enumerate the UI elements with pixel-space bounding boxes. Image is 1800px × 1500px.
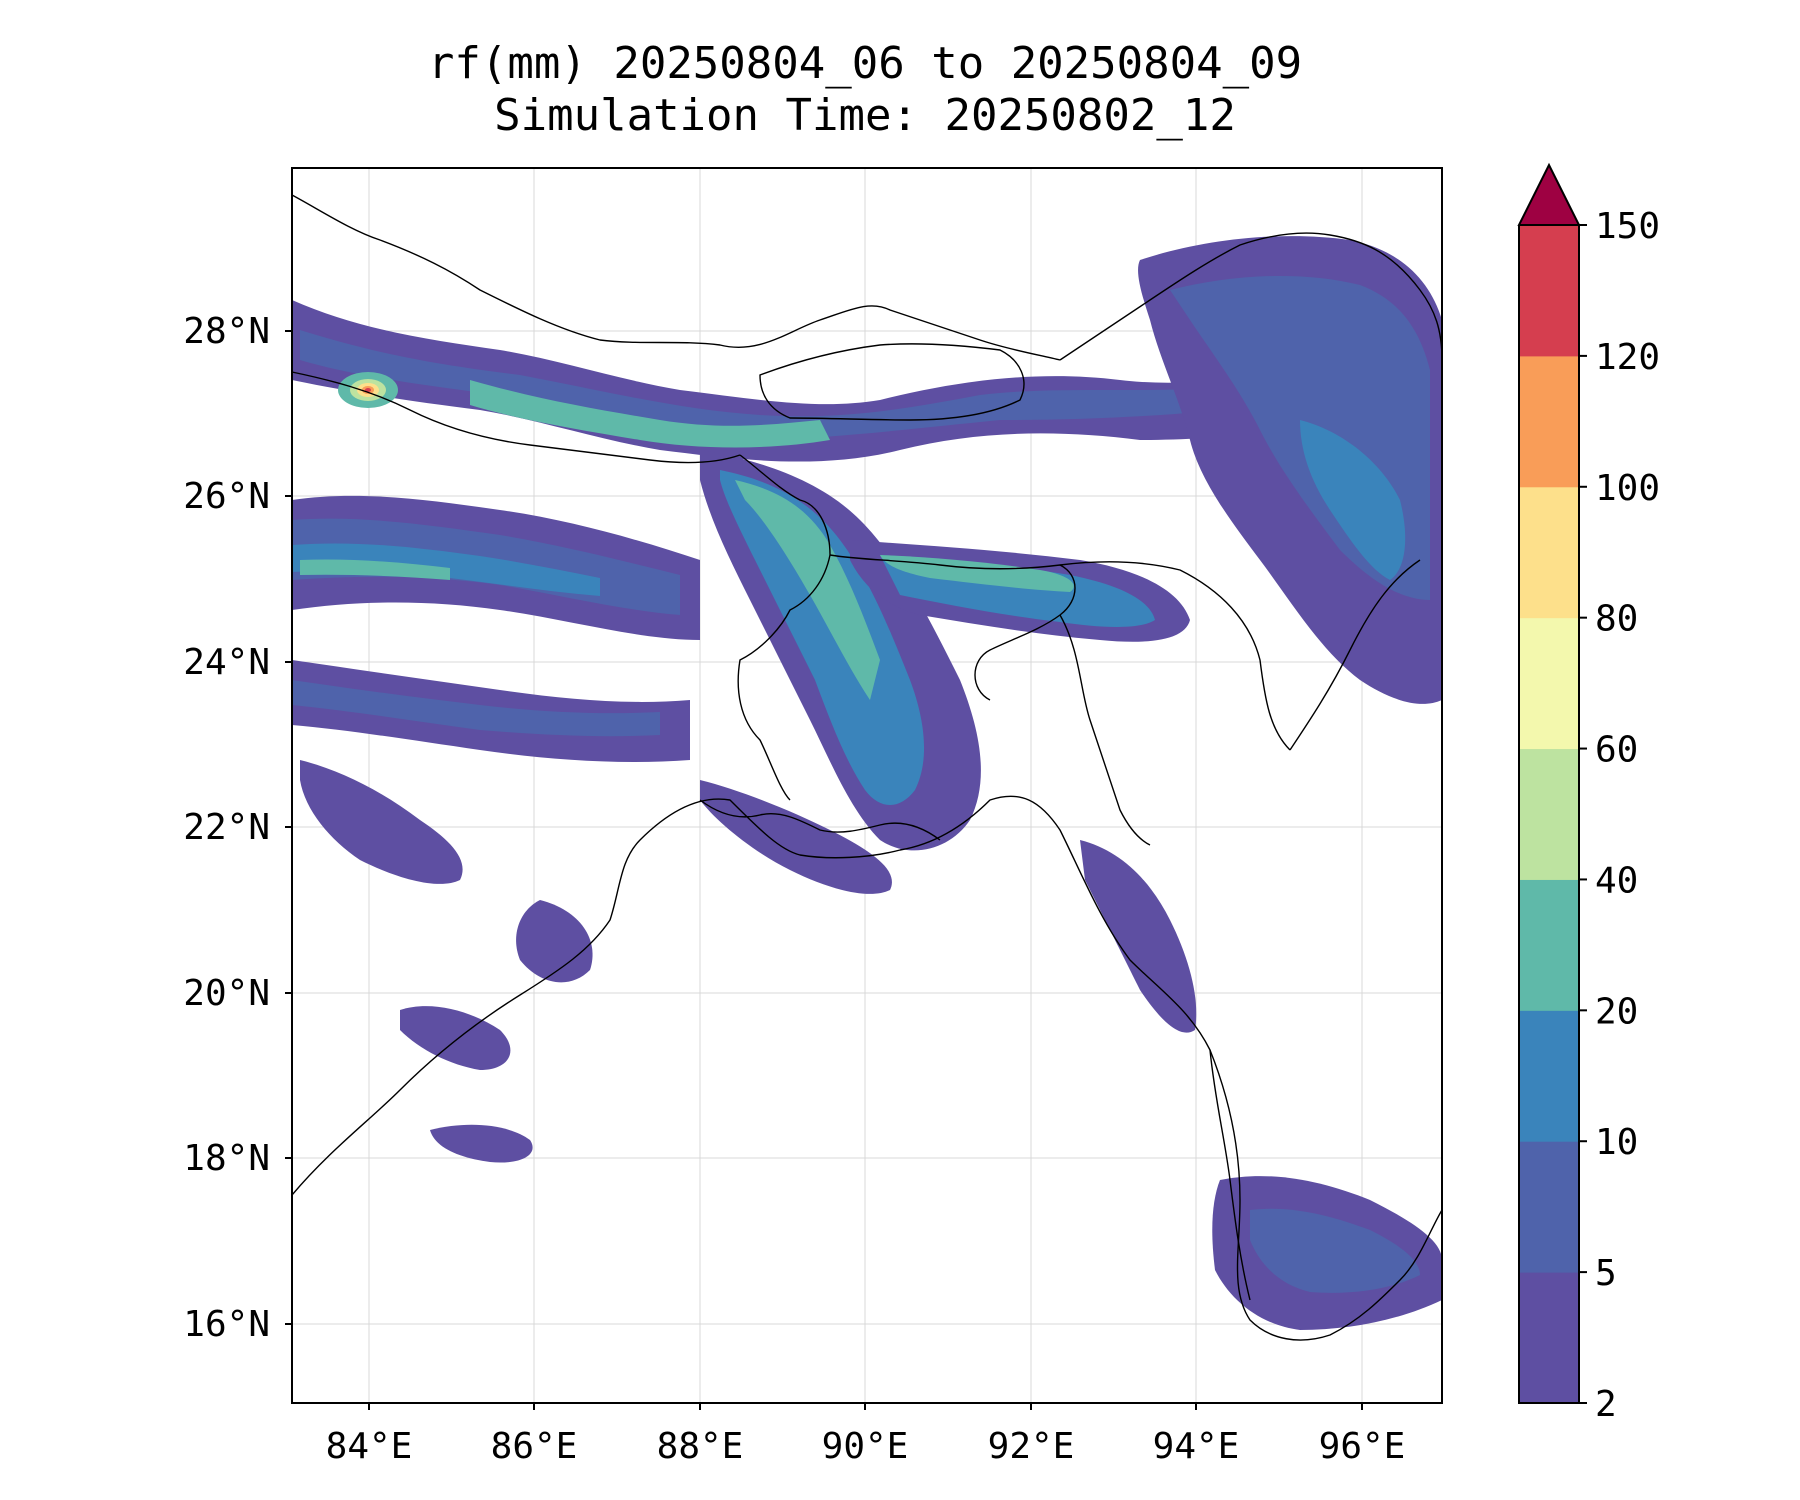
colorbar-tick-label: 100: [1595, 468, 1660, 509]
colorbar-segment: [1519, 355, 1579, 488]
colorbar-tick-label: 120: [1595, 337, 1660, 378]
rain-area-myanmar-coast: [1080, 840, 1197, 1033]
lon-tick-label: 86°E: [491, 1426, 578, 1467]
map-panel: [291, 167, 1443, 1404]
rain-cells-bay-north: [700, 780, 892, 894]
map-title-line1: rf(mm) 20250804_06 to 20250804_09: [427, 38, 1303, 89]
lat-tick-label: 18°N: [183, 1138, 270, 1179]
rain-cells-bay-southwest: [430, 1124, 533, 1163]
lat-tick-label: 28°N: [183, 311, 270, 352]
rain-cells-coast-east: [516, 900, 593, 983]
colorbar-tick-label: 40: [1595, 860, 1638, 901]
colorbar-tick-label: 2: [1595, 1384, 1617, 1425]
lat-tick-label: 24°N: [183, 642, 270, 683]
lon-tick-label: 96°E: [1319, 1426, 1406, 1467]
rain-area-myanmar-south-inner: [1250, 1208, 1420, 1293]
lon-tick-label: 88°E: [657, 1426, 744, 1467]
colorbar-tick-label: 5: [1595, 1253, 1617, 1294]
coastline-bay-head: [699, 799, 941, 841]
border-bhutan: [759, 343, 1025, 421]
lat-axis: 28°N 26°N 24°N 22°N 20°N 18°N 16°N: [183, 311, 292, 1345]
lat-tick-label: 26°N: [183, 476, 270, 517]
colorbar-segment: [1519, 1010, 1579, 1142]
colorbar-tick-label: 80: [1595, 599, 1638, 640]
lon-axis: 84°E 86°E 88°E 90°E 92°E 94°E 96°E: [326, 1403, 1406, 1467]
colorbar-tick-label: 150: [1595, 206, 1660, 247]
rain-plume-bangladesh-core: [735, 480, 880, 700]
rain-band-west-peak: [300, 559, 450, 580]
border-nepal-south: [291, 371, 741, 464]
coastline-myanmar-south: [1209, 1049, 1251, 1301]
colorbar-tick-label: 20: [1595, 991, 1638, 1032]
rain-band-west-south-inner: [292, 680, 660, 737]
rainfall-field: [292, 236, 1442, 1330]
lon-tick-label: 84°E: [326, 1426, 413, 1467]
map-frame: [291, 167, 1443, 1404]
colorbar-segment: [1519, 1141, 1579, 1273]
colorbar-tick-label: 60: [1595, 730, 1638, 771]
colorbar-tick-label: 10: [1595, 1122, 1638, 1163]
coastline-india-east: [291, 795, 1443, 1341]
lat-tick-label: 16°N: [183, 1304, 270, 1345]
rain-area-northeast-core: [1300, 420, 1406, 580]
lon-tick-label: 92°E: [988, 1426, 1075, 1467]
lon-tick-label: 90°E: [822, 1426, 909, 1467]
colorbar-segment: [1519, 617, 1579, 750]
rain-plume-bangladesh-inner: [720, 470, 925, 805]
rain-band-north-core: [470, 380, 830, 448]
colorbar-segment: [1519, 486, 1579, 619]
colorbar-segment: [1519, 1272, 1579, 1404]
colorbar-segment: [1519, 225, 1579, 357]
colorbar-outline: [1518, 225, 1580, 1404]
colorbar-extend-arrow: [1517, 162, 1581, 226]
rain-cells-southwest: [300, 760, 463, 884]
lat-tick-label: 20°N: [183, 973, 270, 1014]
colorbar-segment: [1519, 748, 1579, 880]
rain-band-north-inner: [300, 330, 1300, 440]
rain-cells-bay-west: [400, 1006, 511, 1070]
map-title-line2: Simulation Time: 20250802_12: [494, 90, 1236, 141]
colorbar-segment: [1519, 879, 1579, 1011]
border-china-india-east: [1059, 232, 1443, 361]
lon-tick-label: 94°E: [1153, 1426, 1240, 1467]
border-india-myanmar: [1059, 559, 1421, 846]
border-north-nepal: [291, 194, 1061, 361]
lat-tick-label: 22°N: [183, 807, 270, 848]
coastlines-borders: [291, 194, 1443, 1341]
rain-peak-ring-5: [365, 388, 371, 392]
border-bangladesh: [737, 454, 1076, 801]
colorbar: 2 5 10 20 40 60 80 100 120 150: [1517, 162, 1660, 1425]
